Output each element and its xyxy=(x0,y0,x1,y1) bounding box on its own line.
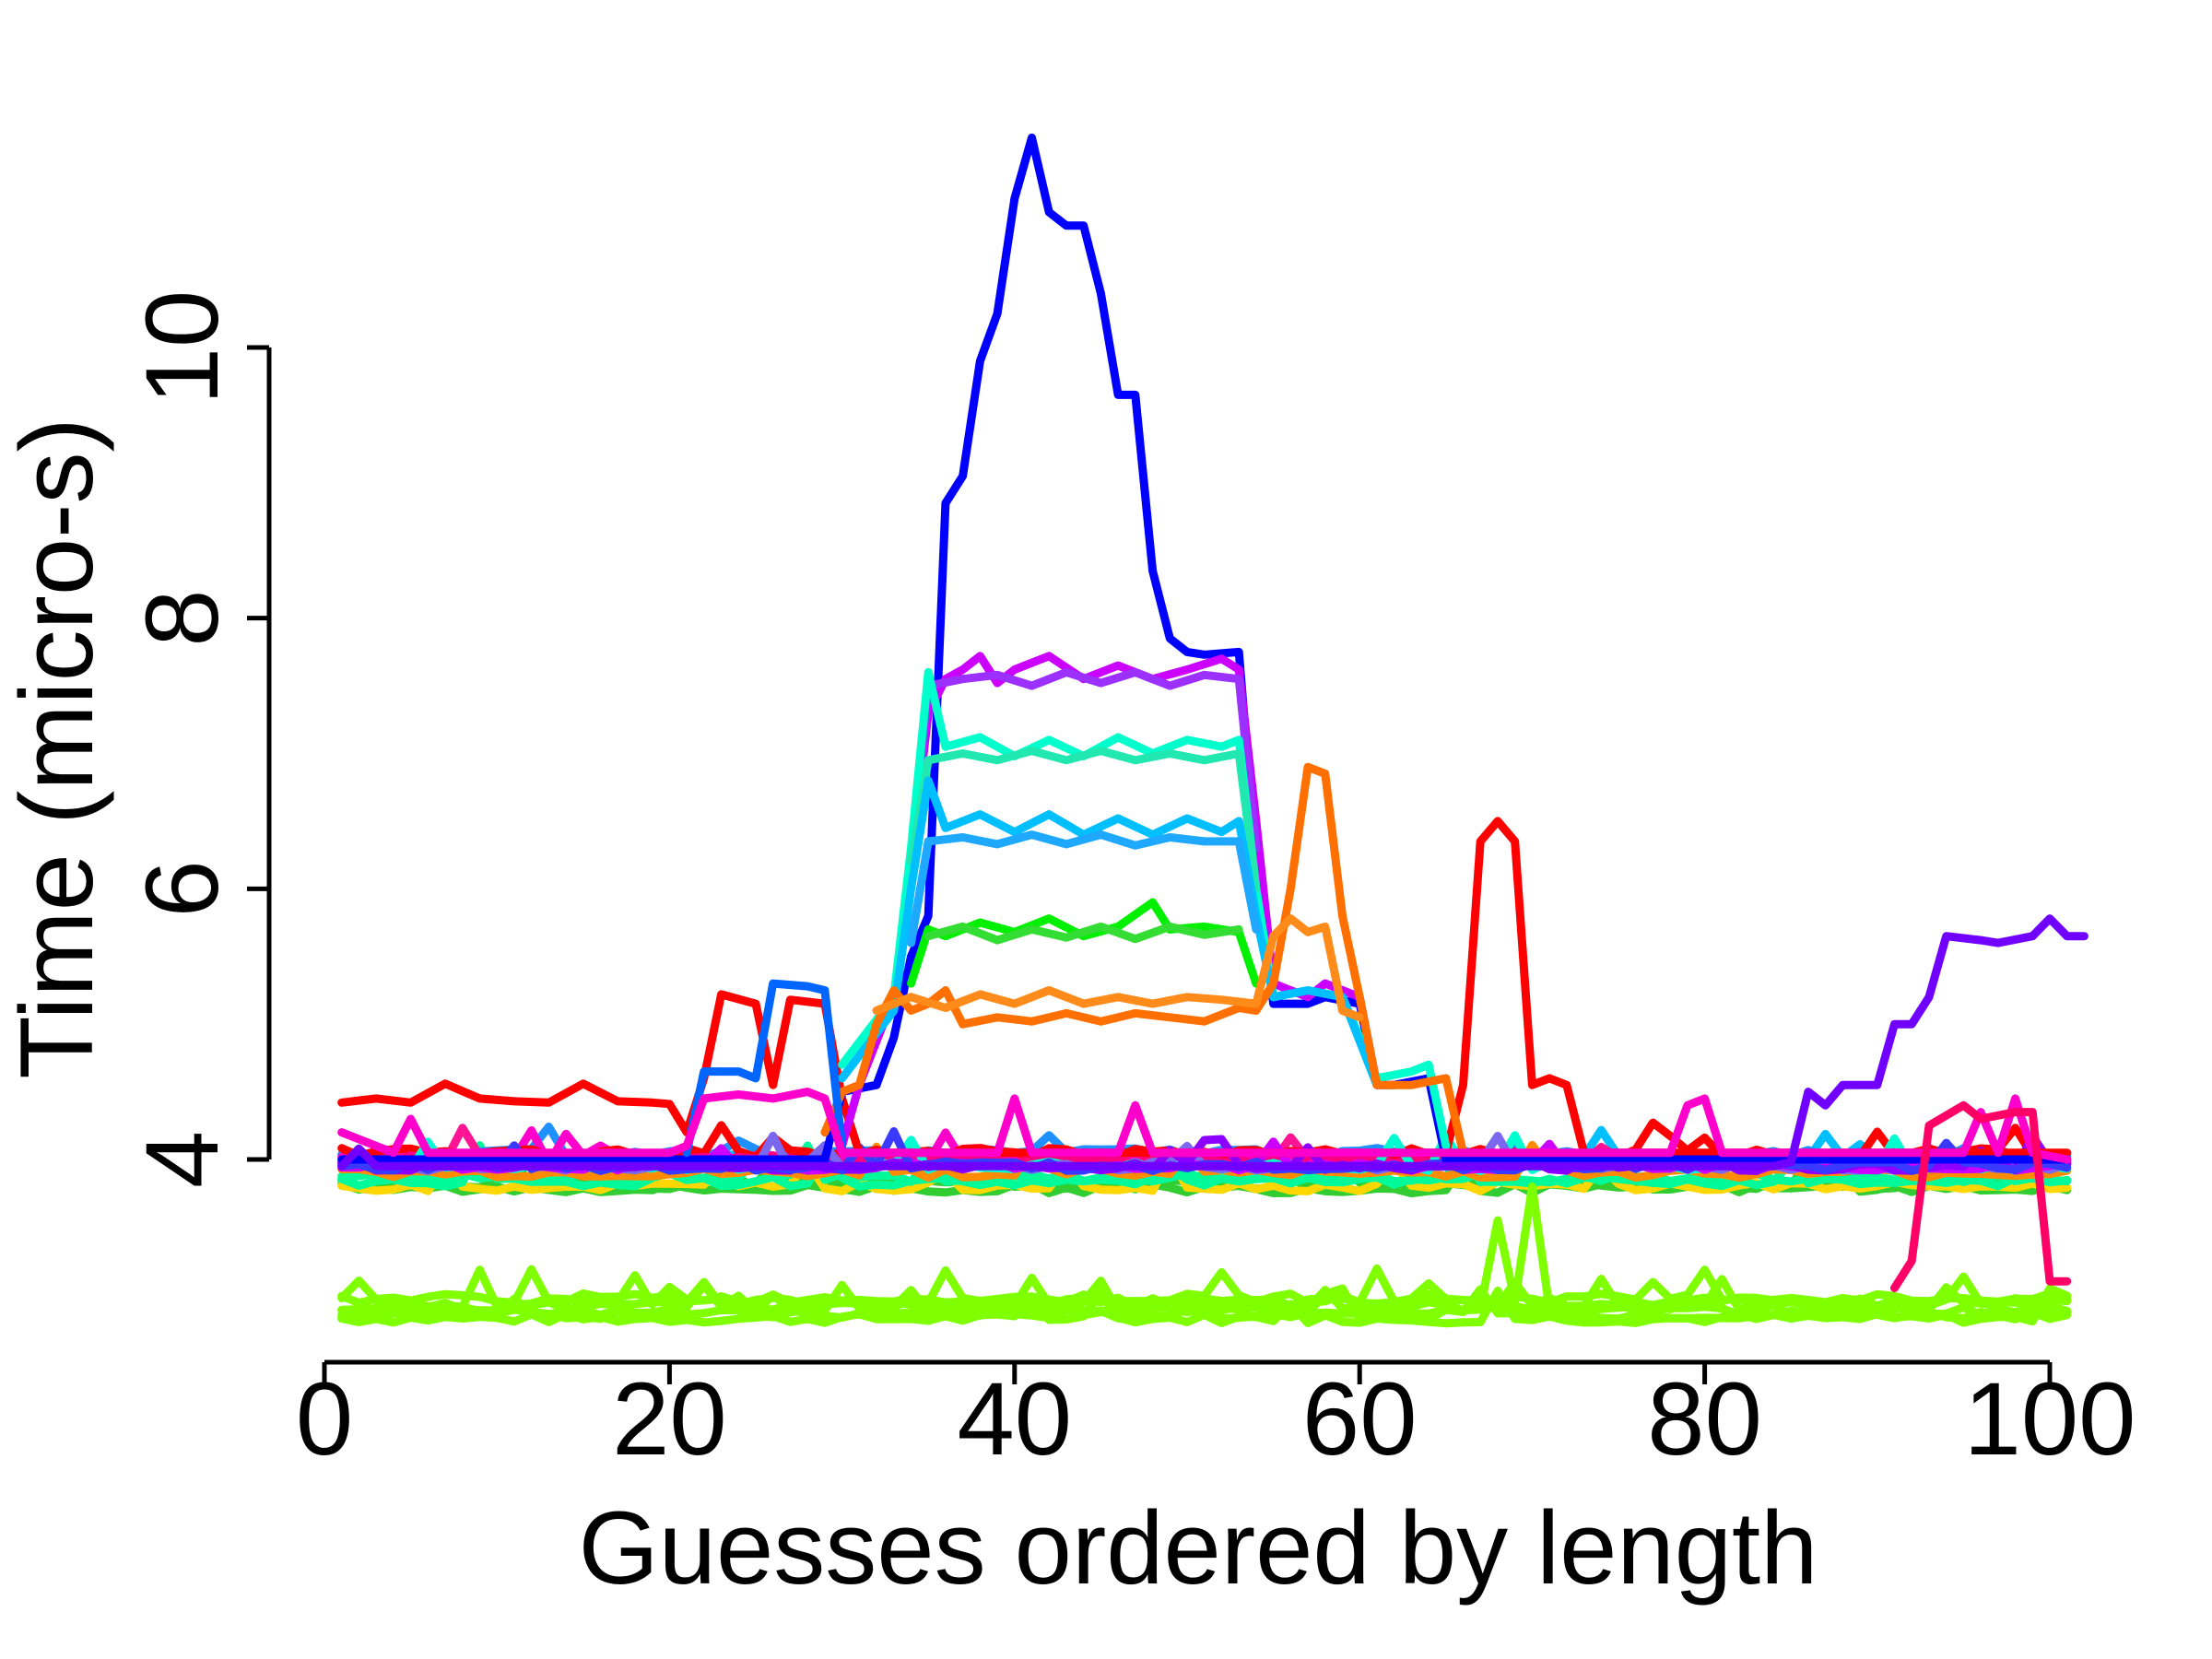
data-series xyxy=(337,1088,2072,1164)
x-tick-label: 20 xyxy=(612,1361,727,1477)
y-axis-title: Time (micro-s) xyxy=(0,418,114,1079)
y-tick-label: 6 xyxy=(124,860,240,917)
data-series xyxy=(337,817,2072,1158)
data-series xyxy=(907,747,1261,893)
data-series xyxy=(337,133,2072,1164)
x-tick-label: 100 xyxy=(1964,1361,2136,1477)
data-series xyxy=(907,667,1261,893)
data-series xyxy=(1890,1100,2072,1292)
series-layer xyxy=(337,133,2088,1312)
baseline-series xyxy=(337,1264,2072,1308)
data-series xyxy=(907,898,1261,988)
x-tick-label: 80 xyxy=(1647,1361,1762,1477)
y-ticks: 4 6 8 10 xyxy=(124,290,269,1188)
x-tick-label: 0 xyxy=(296,1361,353,1477)
baseline-series xyxy=(337,1284,2072,1324)
y-tick-label: 8 xyxy=(124,590,240,647)
x-tick-label: 60 xyxy=(1302,1361,1418,1477)
x-axis-title: Guesses ordered by length xyxy=(579,1490,1818,1606)
baseline-series xyxy=(337,1141,2072,1187)
baseline-series xyxy=(337,1141,2072,1191)
data-series xyxy=(838,776,1382,1089)
y-tick-label: 10 xyxy=(124,290,240,406)
x-ticks: 0 20 40 60 80 100 xyxy=(296,1361,2136,1477)
data-series xyxy=(337,914,2088,1171)
data-series xyxy=(682,979,847,1158)
y-tick-label: 4 xyxy=(124,1131,240,1188)
data-series xyxy=(1476,1182,1554,1312)
axes: 0 20 40 60 80 100 4 6 8 10 Guesses ordered by le… xyxy=(0,290,2136,1606)
x-tick-label: 40 xyxy=(958,1361,1073,1477)
data-series xyxy=(907,830,1261,947)
data-series xyxy=(924,922,1243,945)
data-series xyxy=(872,914,1364,1022)
